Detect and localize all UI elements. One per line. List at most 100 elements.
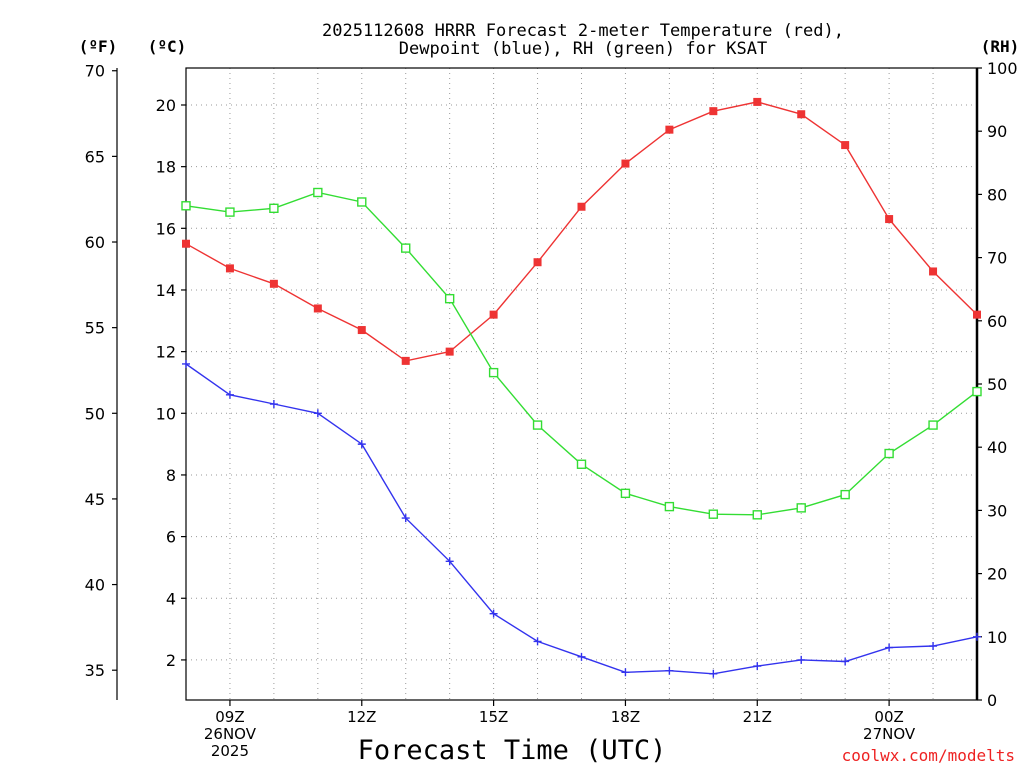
celsius-tick-label: 2 bbox=[166, 651, 176, 670]
rh-point bbox=[576, 459, 587, 469]
fahrenheit-tick-label: 35 bbox=[85, 661, 105, 680]
x-tick-label: 26NOV bbox=[204, 725, 257, 743]
rh-point bbox=[796, 503, 806, 513]
2-meter-temperature-line bbox=[185, 101, 978, 362]
fahrenheit-unit-label: (ºF) bbox=[79, 37, 118, 56]
fahrenheit-tick-label: 55 bbox=[85, 319, 105, 338]
2-meter-temperature-point bbox=[841, 141, 850, 150]
chart-title-line-1: 2025112608 HRRR Forecast 2-meter Tempera… bbox=[322, 21, 844, 41]
x-tick-label: 12Z bbox=[347, 708, 376, 726]
dewpoint-point bbox=[621, 668, 630, 677]
rh-point bbox=[620, 488, 631, 499]
2-meter-temperature-point bbox=[313, 304, 322, 313]
rh-point bbox=[708, 509, 719, 519]
watermark: coolwx.com/modelts bbox=[842, 746, 1015, 765]
dewpoint-point bbox=[929, 642, 938, 651]
celsius-tick-label: 4 bbox=[166, 589, 176, 608]
rh-point bbox=[752, 510, 762, 520]
dewpoint-point bbox=[577, 652, 586, 661]
dewpoint-point bbox=[753, 662, 762, 671]
2-meter-temperature-point bbox=[973, 310, 981, 319]
rh-tick-label: 30 bbox=[987, 501, 1007, 520]
x-tick-label: 00Z bbox=[874, 708, 903, 726]
2-meter-temperature-point bbox=[577, 202, 586, 211]
celsius-tick-label: 12 bbox=[156, 343, 176, 362]
celsius-tick-label: 18 bbox=[156, 158, 176, 177]
celsius-tick-label: 8 bbox=[166, 466, 176, 485]
x-tick-label: 09Z bbox=[215, 708, 244, 726]
celsius-tick-label: 20 bbox=[156, 96, 176, 115]
x-tick-label: 18Z bbox=[611, 708, 640, 726]
rh-tick-label: 50 bbox=[987, 375, 1007, 394]
2-meter-temperature-point bbox=[225, 264, 234, 273]
rh-point bbox=[972, 386, 982, 397]
celsius-unit-label: (ºC) bbox=[148, 37, 187, 56]
celsius-tick-label: 10 bbox=[156, 404, 176, 423]
celsius-tick-label: 14 bbox=[156, 281, 176, 300]
rh-tick-label: 80 bbox=[987, 185, 1007, 204]
x-tick-label: 21Z bbox=[743, 708, 772, 726]
dewpoint-point bbox=[401, 514, 410, 523]
2-meter-temperature-point bbox=[753, 97, 762, 106]
chart-title-line-2: Dewpoint (blue), RH (green) for KSAT bbox=[399, 39, 767, 59]
2-meter-temperature-point bbox=[445, 347, 454, 356]
dewpoint-point bbox=[489, 609, 498, 618]
rh-point bbox=[225, 207, 235, 217]
rh-tick-label: 60 bbox=[987, 312, 1007, 331]
fahrenheit-tick-label: 45 bbox=[85, 490, 105, 509]
2-meter-temperature-point bbox=[182, 239, 190, 248]
rh-point bbox=[884, 448, 894, 459]
rh-unit-label: (RH) bbox=[981, 37, 1020, 56]
x-tick-label: 15Z bbox=[479, 708, 508, 726]
2-meter-temperature-point bbox=[401, 356, 410, 365]
fahrenheit-tick-label: 60 bbox=[85, 233, 105, 252]
2-meter-temperature-point bbox=[533, 258, 542, 267]
rh-point bbox=[181, 201, 191, 211]
dewpoint-point bbox=[885, 643, 894, 652]
dewpoint-point bbox=[269, 400, 278, 409]
celsius-tick-label: 16 bbox=[156, 219, 176, 238]
dewpoint-point bbox=[841, 657, 850, 666]
dewpoint-point bbox=[709, 669, 718, 678]
rh-tick-label: 0 bbox=[987, 691, 997, 710]
2-meter-temperature-point bbox=[665, 125, 674, 134]
rh-tick-label: 20 bbox=[987, 565, 1007, 584]
gridlines bbox=[186, 68, 977, 700]
2-meter-temperature-point bbox=[489, 310, 498, 319]
x-tick-label: 2025 bbox=[211, 742, 249, 760]
rh-tick-label: 40 bbox=[987, 438, 1007, 457]
2-meter-temperature-point bbox=[709, 107, 718, 116]
rh-tick-label: 100 bbox=[987, 59, 1018, 78]
rh-tick-label: 70 bbox=[987, 249, 1007, 268]
axes: 2 4 6 8 10 12 14 16 18 20 35 40 45 50 55 60 65 70 0 10 20 30 4… bbox=[85, 59, 1018, 760]
rh-point bbox=[444, 293, 455, 304]
dewpoint-point bbox=[533, 637, 542, 646]
dewpoint-point bbox=[445, 557, 454, 566]
rh-point bbox=[313, 187, 323, 198]
dewpoint-point bbox=[665, 666, 674, 675]
rh-point bbox=[928, 420, 938, 430]
2-meter-temperature-point bbox=[885, 215, 894, 224]
celsius-tick-label: 6 bbox=[166, 528, 176, 547]
rh-tick-label: 90 bbox=[987, 122, 1007, 141]
2-meter-temperature-point bbox=[929, 267, 938, 276]
dewpoint-point bbox=[313, 409, 322, 418]
rh-point bbox=[401, 243, 411, 253]
rh-point bbox=[532, 420, 543, 430]
fahrenheit-tick-label: 50 bbox=[85, 404, 105, 423]
2-meter-temperature-point bbox=[357, 326, 366, 335]
2-meter-temperature-point bbox=[621, 159, 630, 168]
fahrenheit-tick-label: 70 bbox=[85, 62, 105, 81]
dewpoint-point bbox=[357, 440, 366, 449]
rh-point bbox=[357, 197, 367, 207]
2-meter-temperature-point bbox=[269, 279, 278, 288]
dewpoint-point bbox=[182, 359, 190, 368]
dewpoint-point bbox=[225, 390, 234, 399]
dewpoint-point bbox=[973, 632, 981, 641]
rh-point bbox=[269, 203, 279, 214]
2-meter-temperature-point bbox=[797, 110, 806, 119]
data-series bbox=[181, 97, 982, 678]
rh-point bbox=[840, 489, 850, 500]
rh-point bbox=[664, 501, 675, 512]
